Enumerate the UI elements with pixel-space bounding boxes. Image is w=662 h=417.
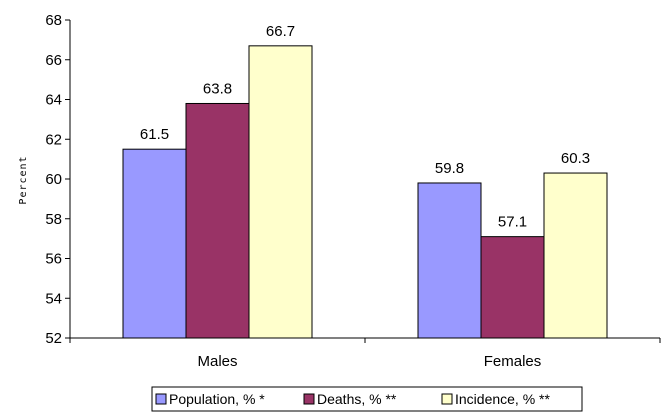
legend-label: Incidence, % ** (455, 391, 550, 407)
x-tick-label: Females (484, 353, 542, 370)
bar-males-series-0 (122, 148, 187, 339)
y-tick-label: 56 (45, 251, 62, 268)
data-label: 66.7 (266, 23, 295, 40)
data-label: 59.8 (435, 160, 464, 177)
y-ticks: 52 54 56 58 60 62 64 66 68 (45, 12, 70, 347)
category-labels: Males Females (197, 353, 541, 370)
y-tick-label: 54 (45, 290, 62, 307)
y-tick-label: 62 (45, 131, 62, 148)
y-tick-label: 68 (45, 12, 62, 29)
legend: Population, % * Deaths, % ** Incidence, % … (151, 386, 583, 412)
bar-males-series-2 (248, 45, 313, 339)
y-tick-label: 60 (45, 171, 62, 188)
data-label: 60.3 (561, 150, 590, 167)
y-axis-label: Percent (18, 155, 29, 204)
data-label: 57.1 (498, 214, 527, 231)
data-label: 61.5 (140, 126, 169, 143)
bars (122, 45, 608, 339)
legend-swatch (441, 393, 453, 405)
y-tick-label: 52 (45, 330, 62, 347)
x-tick-label: Males (197, 353, 237, 370)
y-tick-label: 64 (45, 92, 62, 109)
bar-females-series-0 (417, 182, 482, 339)
legend-swatch (155, 393, 167, 405)
legend-swatch (303, 393, 315, 405)
bar-females-series-1 (480, 236, 545, 339)
y-tick-label: 66 (45, 52, 62, 69)
y-tick-label: 58 (45, 211, 62, 228)
legend-label: Population, % * (169, 391, 265, 407)
legend-label: Deaths, % ** (317, 391, 397, 407)
value-labels: 61.5 63.8 66.7 59.8 57.1 60.3 (140, 23, 590, 231)
legend-box (151, 386, 583, 412)
bar-females-series-2 (543, 172, 608, 339)
data-label: 63.8 (203, 80, 232, 97)
bar-males-series-1 (185, 102, 250, 339)
